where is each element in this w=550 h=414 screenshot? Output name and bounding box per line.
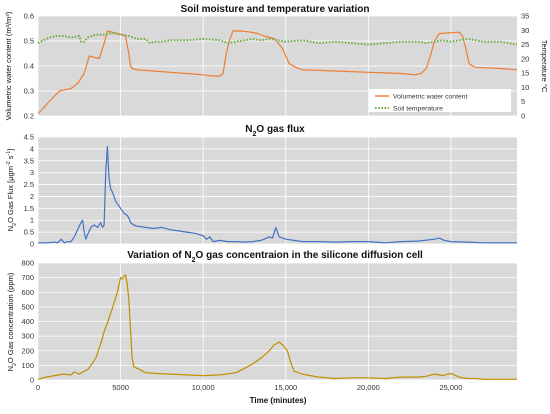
ytick-label-3-8: 800	[21, 259, 34, 268]
xtick-label-0: 0	[36, 383, 40, 392]
ytick-label-2-8: 4	[30, 144, 34, 153]
legend-label-water: Volumetric water content	[393, 94, 468, 101]
ylabel-2: N2O Gas Flux [μgm-2 s-1]	[6, 149, 18, 231]
ytick-label-2-3: 1.5	[24, 204, 34, 213]
ytick-label-1-2: 0.4	[24, 62, 34, 71]
ylabel-3: N2O Gas concentration (ppm)	[6, 272, 18, 371]
y2tick-label-5: 25	[521, 40, 529, 49]
series-line-3-0	[37, 274, 517, 380]
ytick-label-1-3: 0.5	[24, 37, 34, 46]
legend-label-temp: Soil temperature	[393, 106, 443, 113]
y2tick-label-7: 35	[521, 12, 529, 21]
xtick-label-1: 5000	[112, 383, 129, 392]
ylabel-1: Volumetric water content (m³/m³)	[4, 11, 13, 120]
ytick-label-3-5: 500	[21, 302, 34, 311]
xtick-label-5: 25,000	[439, 383, 462, 392]
ytick-label-3-7: 700	[21, 273, 34, 282]
series-line-2-0	[38, 145, 517, 244]
y2tick-label-6: 30	[521, 26, 529, 35]
y2label-1: Temperature °C	[540, 40, 549, 93]
ytick-label-1-0: 0.2	[24, 112, 34, 121]
ytick-label-3-0: 0	[30, 376, 34, 385]
series-line-1-soil-temperature	[37, 32, 518, 46]
y2tick-label-1: 5	[521, 97, 525, 106]
ytick-label-2-0: 0	[30, 240, 34, 249]
xtick-label-4: 20,000	[357, 383, 380, 392]
y2tick-label-4: 20	[521, 54, 529, 63]
chart-title-3: Variation of N2O gas concentraion in the…	[127, 250, 423, 264]
ytick-label-3-6: 600	[21, 288, 34, 297]
chart-title-2: N2O gas flux	[245, 124, 305, 138]
ytick-label-2-1: 0.5	[24, 228, 34, 237]
xlabel: Time (minutes)	[250, 396, 307, 405]
chart-title-1: Soil moisture and temperature variation	[181, 4, 370, 15]
series-line-1-volumetric-water-content	[37, 30, 518, 114]
plot-area-2	[38, 137, 517, 244]
ytick-label-2-7: 3.5	[24, 156, 34, 165]
legend-box	[369, 89, 511, 112]
y2tick-label-3: 15	[521, 69, 529, 78]
ytick-label-3-3: 300	[21, 332, 34, 341]
ytick-label-2-6: 3	[30, 168, 34, 177]
xtick-label-2: 10,000	[192, 383, 215, 392]
ytick-label-1-1: 0.3	[24, 87, 34, 96]
ytick-label-3-2: 200	[21, 346, 34, 355]
y2tick-label-0: 0	[521, 112, 525, 121]
ytick-label-3-4: 400	[21, 317, 34, 326]
ytick-label-3-1: 100	[21, 361, 34, 370]
ytick-label-2-2: 1	[30, 216, 34, 225]
ytick-label-2-5: 2.5	[24, 180, 34, 189]
ytick-label-2-4: 2	[30, 192, 34, 201]
ytick-label-2-9: 4.5	[24, 133, 34, 142]
y2tick-label-2: 10	[521, 83, 529, 92]
ytick-label-1-4: 0.6	[24, 12, 34, 21]
xtick-label-3: 15,000	[274, 383, 297, 392]
